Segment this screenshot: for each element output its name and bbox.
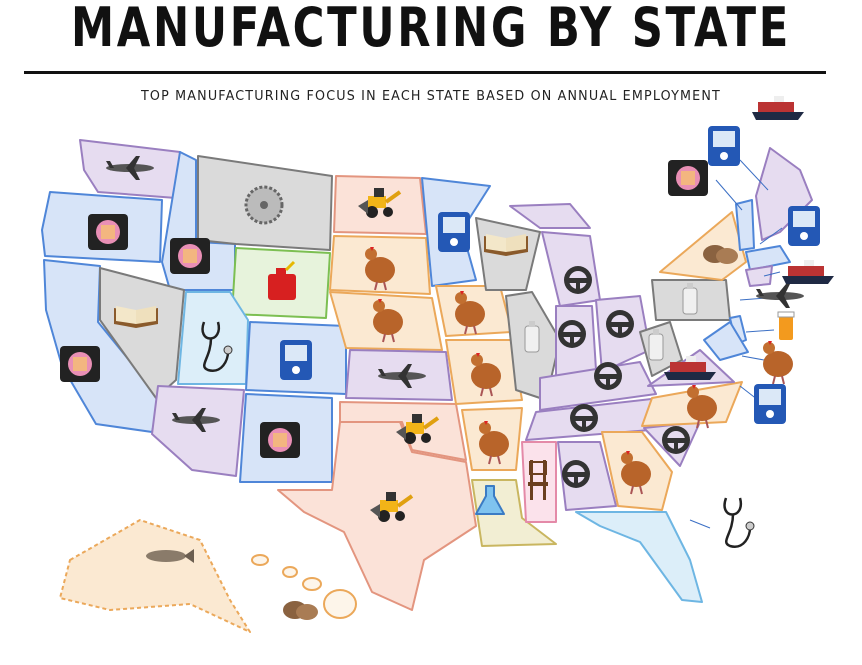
state: [277, 421, 477, 611]
icon: [244, 185, 284, 225]
icon: [283, 601, 318, 620]
icon: [280, 340, 312, 380]
icon: [723, 496, 756, 548]
icon: [594, 362, 622, 390]
icon: [788, 206, 820, 246]
subtitle: TOP MANUFACTURING FOCUS IN EACH STATE BA…: [140, 89, 721, 104]
icon: [438, 212, 470, 252]
state: [151, 385, 245, 477]
icon: [570, 404, 598, 432]
icon: [558, 320, 586, 348]
icon: [606, 310, 634, 338]
state: [735, 199, 755, 251]
title-rule: [24, 71, 826, 74]
icon: [754, 384, 786, 424]
state: [745, 265, 773, 287]
icon: [668, 160, 708, 196]
state: [755, 147, 813, 241]
icon: [782, 260, 834, 284]
title: MANUFACTURING BY STATE: [71, 0, 791, 59]
icon: [777, 311, 795, 341]
icon: [708, 126, 740, 166]
state: [575, 511, 703, 603]
icon: [88, 214, 128, 250]
callout-lines: [689, 159, 783, 529]
icon: [762, 340, 794, 385]
state: [745, 245, 791, 271]
state: [59, 519, 251, 633]
icon: [564, 266, 592, 294]
icon: [260, 422, 300, 458]
icon: [682, 282, 698, 315]
icon: [648, 328, 664, 361]
islands: [251, 554, 357, 619]
state: [509, 203, 591, 229]
state: [659, 211, 747, 281]
icon: [524, 320, 540, 353]
icon: [60, 346, 100, 382]
icon: [662, 426, 690, 454]
state: [703, 321, 749, 361]
icon: [752, 96, 804, 120]
icon: [170, 238, 210, 274]
states: [41, 139, 813, 633]
icon: [756, 284, 804, 308]
icon: [562, 460, 590, 488]
